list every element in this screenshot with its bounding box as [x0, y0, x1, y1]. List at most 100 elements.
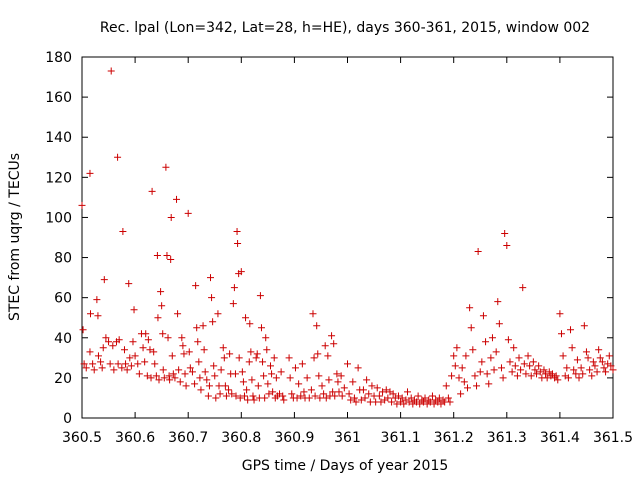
- data-point: [86, 310, 94, 318]
- data-point: [125, 280, 133, 288]
- data-point: [169, 370, 177, 378]
- data-point: [455, 374, 463, 382]
- data-point: [483, 370, 491, 378]
- data-point: [307, 386, 315, 394]
- data-point: [231, 370, 239, 378]
- data-point: [175, 366, 183, 374]
- data-point: [398, 394, 406, 402]
- data-point: [466, 304, 474, 312]
- data-point: [600, 364, 608, 372]
- data-point: [191, 380, 199, 388]
- data-point: [357, 396, 365, 404]
- data-point: [159, 330, 167, 338]
- data-point: [148, 187, 156, 195]
- data-point: [311, 392, 319, 400]
- y-tick-label: 160: [45, 90, 72, 106]
- x-tick-label: 360.5: [62, 430, 102, 446]
- data-point: [428, 392, 436, 400]
- data-point: [261, 394, 269, 402]
- data-point: [201, 368, 209, 376]
- y-tick-label: 180: [45, 50, 72, 66]
- x-tick-label: 360.9: [274, 430, 314, 446]
- data-point: [291, 364, 299, 372]
- data-point: [195, 358, 203, 366]
- data-point: [508, 368, 516, 376]
- data-point: [127, 362, 135, 370]
- data-point: [453, 344, 461, 352]
- data-point: [99, 344, 107, 352]
- data-point: [467, 324, 475, 332]
- data-point: [114, 360, 122, 368]
- data-point: [209, 318, 217, 326]
- data-point: [526, 362, 534, 370]
- data-point: [316, 394, 324, 402]
- data-point: [375, 392, 383, 400]
- data-point: [236, 394, 244, 402]
- data-point: [154, 314, 162, 322]
- data-point: [126, 354, 134, 362]
- data-point: [157, 288, 165, 296]
- data-point: [297, 392, 305, 400]
- data-point: [482, 338, 490, 346]
- data-point: [93, 296, 101, 304]
- data-point: [313, 322, 321, 330]
- data-point: [211, 372, 219, 380]
- y-tick-label: 0: [63, 411, 72, 427]
- data-point: [182, 382, 190, 390]
- data-point: [130, 306, 138, 314]
- data-point: [120, 346, 128, 354]
- data-point: [605, 352, 613, 360]
- data-point: [208, 294, 216, 302]
- data-point: [464, 384, 472, 392]
- data-point: [272, 374, 280, 382]
- data-point: [543, 374, 551, 382]
- data-point: [609, 366, 617, 374]
- data-point: [318, 382, 326, 390]
- data-point: [435, 394, 443, 402]
- data-point: [232, 392, 240, 400]
- data-point: [333, 370, 341, 378]
- data-point: [515, 354, 523, 362]
- data-point: [80, 360, 88, 368]
- data-point: [568, 344, 576, 352]
- data-point: [513, 372, 521, 380]
- data-point: [567, 326, 575, 334]
- data-point: [563, 364, 571, 372]
- data-point: [164, 334, 172, 342]
- data-point: [268, 370, 276, 378]
- data-point: [368, 382, 376, 390]
- data-point: [247, 348, 255, 356]
- data-point: [119, 227, 127, 235]
- y-axis-ticks: 0 20 40 60 80 100 120 140 160 180: [45, 50, 613, 427]
- data-point: [288, 390, 296, 398]
- data-point: [320, 390, 328, 398]
- data-point: [564, 374, 572, 382]
- data-point: [186, 364, 194, 372]
- x-tick-label: 361.1: [381, 430, 421, 446]
- data-point: [234, 240, 242, 248]
- data-point: [527, 372, 535, 380]
- data-point: [153, 252, 161, 260]
- data-point: [510, 344, 518, 352]
- data-point: [238, 368, 246, 376]
- data-point: [388, 398, 396, 406]
- data-point: [488, 334, 496, 342]
- data-point: [580, 322, 588, 330]
- data-point: [264, 380, 272, 388]
- data-point: [254, 382, 262, 390]
- data-point: [194, 338, 202, 346]
- data-point: [542, 370, 550, 378]
- data-point: [168, 352, 176, 360]
- data-point: [245, 358, 253, 366]
- data-point: [216, 390, 224, 398]
- x-tick-label: 361.2: [434, 430, 474, 446]
- data-point: [556, 310, 564, 318]
- data-point: [522, 370, 530, 378]
- data-point: [173, 195, 181, 203]
- data-point: [122, 360, 130, 368]
- data-point: [329, 388, 337, 396]
- data-point: [490, 366, 498, 374]
- data-point: [416, 400, 424, 408]
- data-point: [199, 322, 207, 330]
